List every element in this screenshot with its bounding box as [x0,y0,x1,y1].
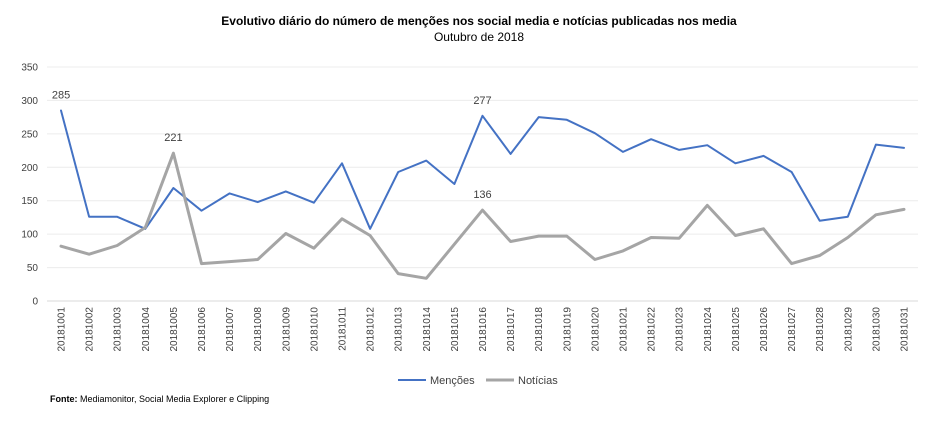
x-tick-label: 20181031 [899,307,910,352]
y-tick-label: 0 [32,297,38,308]
data-labels: 285 221 277 136 [52,89,492,201]
x-tick-label: 20181025 [731,307,742,352]
chart-subtitle: Outubro de 2018 [434,30,524,44]
x-tick-label: 20181021 [618,307,629,352]
x-tick-label: 20181029 [843,307,854,352]
data-label: 285 [52,89,70,101]
x-tick-label: 20181011 [338,307,349,351]
x-tick-label: 20181024 [703,307,714,352]
x-tick-label: 20181022 [647,307,658,352]
x-tick-label: 20181005 [169,307,180,352]
legend: Menções Notícias [398,375,558,387]
chart-title: Evolutivo diário do número de menções no… [221,14,737,28]
legend-label-noticias: Notícias [518,375,558,387]
x-tick-label: 20181019 [562,307,573,352]
x-tick-label: 20181020 [590,307,601,352]
y-tick-label: 50 [27,263,39,274]
x-tick-label: 20181003 [113,307,124,352]
series-line-mencoes [60,109,905,230]
x-tick-label: 20181010 [309,307,320,352]
x-tick-label: 20181030 [871,307,882,352]
x-tick-label: 20181013 [394,307,405,352]
data-label: 136 [473,189,491,201]
series-lines [59,109,906,280]
y-tick-label: 200 [21,163,38,174]
source-label: Fonte: [50,394,78,404]
data-label: 221 [164,132,182,144]
gridlines [47,66,918,302]
y-tick-label: 250 [21,129,38,140]
x-tick-label: 20181018 [534,307,545,352]
x-tick-label: 20181027 [787,307,798,352]
series-line-noticias [59,151,906,280]
x-tick-label: 20181006 [197,307,208,352]
y-tick-label: 150 [21,196,38,207]
data-label: 277 [473,95,491,107]
x-tick-label: 20181002 [85,307,96,352]
x-tick-label: 20181023 [675,307,686,352]
x-tick-label: 20181004 [141,307,152,352]
x-tick-label: 20181012 [366,307,377,352]
y-tick-label: 350 [21,63,38,74]
x-tick-label: 20181001 [57,307,68,352]
x-tick-label: 20181015 [450,307,461,352]
x-tick-label: 20181014 [422,307,433,352]
x-tick-label: 20181026 [759,307,770,352]
y-tick-label: 100 [21,230,38,241]
x-tick-label: 20181028 [815,307,826,352]
x-tick-label: 20181007 [225,307,236,352]
x-tick-label: 20181017 [506,307,517,352]
x-tick-label: 20181008 [253,307,264,352]
x-axis-tick-labels: 20181001 20181002 20181003 20181004 20181005… [57,307,911,352]
y-axis-tick-labels: 0 50 100 150 200 250 300 350 [21,63,38,308]
x-tick-label: 20181016 [478,307,489,352]
y-tick-label: 300 [21,96,38,107]
source-text: Mediamonitor, Social Media Explorer e Cl… [78,394,270,404]
source-note: Fonte: Mediamonitor, Social Media Explor… [50,394,269,404]
x-tick-label: 20181009 [281,307,292,352]
legend-label-mencoes: Menções [430,375,475,387]
